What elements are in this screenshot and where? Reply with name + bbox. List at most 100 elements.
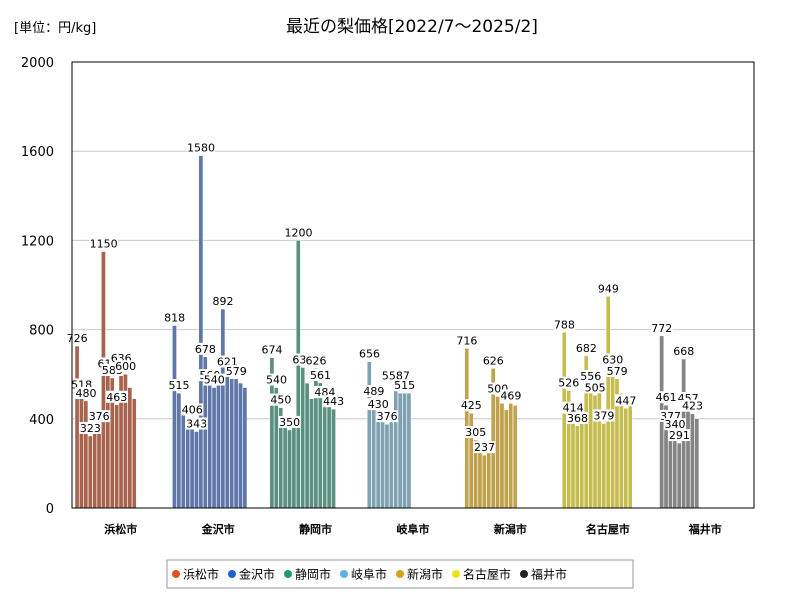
data-label-bg	[75, 386, 97, 399]
bar	[127, 387, 133, 509]
data-label-bg	[584, 381, 607, 394]
data-label: 626	[306, 354, 327, 367]
bar	[181, 411, 186, 509]
plot-frame	[71, 61, 755, 509]
bar	[220, 308, 226, 509]
legend-marker	[396, 570, 404, 578]
bar	[194, 431, 199, 509]
unit-label: [単位：円/kg]	[14, 20, 96, 36]
data-label: 450	[270, 394, 291, 407]
bars	[74, 155, 700, 509]
legend-label: 新潟市	[407, 567, 443, 582]
y-tick-label: 2000	[21, 56, 54, 71]
bar	[207, 382, 212, 509]
bar	[131, 398, 137, 509]
bar	[211, 387, 217, 509]
data-label-bg	[672, 345, 695, 358]
data-label-bg	[194, 342, 217, 355]
bar	[610, 367, 615, 509]
bar	[690, 413, 695, 509]
data-label: 630	[602, 354, 623, 367]
data-label-bg	[460, 399, 483, 412]
data-label: 423	[682, 400, 703, 413]
data-label: 376	[89, 410, 110, 423]
data-label-bg	[278, 415, 301, 428]
data-labels: 7265184803233761150612583463636600818515…	[66, 141, 704, 454]
data-label: 556	[580, 370, 601, 383]
bar	[229, 378, 234, 509]
bar	[172, 325, 177, 509]
bar	[309, 398, 314, 509]
bar	[384, 423, 390, 509]
bar	[588, 383, 593, 509]
data-label: 656	[359, 348, 380, 361]
legend-marker	[228, 570, 236, 578]
y-tick-label: 0	[46, 502, 54, 517]
data-label: 443	[323, 395, 344, 408]
data-label: 892	[213, 295, 234, 308]
data-label-bg	[265, 373, 288, 386]
bar	[118, 365, 124, 509]
bar	[114, 404, 119, 509]
data-label-bg	[593, 409, 615, 422]
legend-marker	[340, 570, 348, 578]
legend-label: 金沢市	[239, 567, 275, 582]
data-label: 668	[673, 345, 694, 358]
y-tick-label: 1600	[21, 145, 54, 160]
data-label-bg	[664, 418, 686, 431]
legend-label: 岐阜市	[351, 567, 387, 582]
data-label: 579	[226, 365, 247, 378]
bar	[318, 382, 323, 509]
bar	[375, 411, 381, 509]
bar	[331, 409, 336, 509]
bar	[575, 425, 580, 509]
data-label-bg	[261, 343, 283, 356]
bar	[597, 385, 602, 509]
bar	[508, 403, 514, 509]
bar	[87, 435, 93, 509]
data-label-bg	[163, 311, 186, 324]
data-label: 1200	[284, 226, 312, 239]
data-label: 461	[656, 391, 677, 404]
data-label: 237	[474, 441, 495, 454]
data-label: 447	[615, 394, 636, 407]
data-label-bg	[168, 379, 190, 392]
bar	[367, 361, 372, 509]
data-label: 674	[262, 344, 283, 357]
data-label-bg	[105, 390, 128, 403]
bar	[406, 392, 412, 509]
y-tick-label: 1200	[21, 234, 54, 249]
data-label: 1580	[187, 142, 215, 155]
bar	[225, 369, 230, 509]
bar	[322, 399, 327, 509]
bar	[83, 400, 89, 509]
bar	[685, 405, 691, 509]
data-label-bg	[225, 364, 248, 377]
category-label: 岐阜市	[397, 522, 430, 536]
data-label: 818	[164, 312, 185, 325]
data-label-bg	[456, 334, 478, 347]
data-label: 469	[500, 389, 521, 402]
data-label: 340	[664, 418, 685, 431]
data-label: 323	[80, 422, 101, 435]
data-label-bg	[566, 411, 589, 424]
category-label: 名古屋市	[586, 522, 630, 536]
data-label-bg	[367, 398, 390, 411]
data-label-bg	[606, 364, 629, 377]
data-label: 678	[195, 343, 216, 356]
data-label: 1150	[90, 238, 118, 251]
data-label: 949	[598, 282, 619, 295]
legend-label: 名古屋市	[463, 567, 511, 582]
bar	[561, 332, 567, 509]
bar	[672, 431, 678, 509]
bar	[242, 387, 248, 509]
data-label: 540	[266, 374, 287, 387]
data-label: 515	[169, 379, 190, 392]
data-label: 526	[558, 377, 579, 390]
bar	[296, 240, 301, 509]
data-label: 343	[186, 418, 207, 431]
category-label: 福井市	[688, 522, 722, 536]
data-label-bg	[309, 368, 332, 381]
bar	[282, 418, 288, 509]
y-tick-label: 800	[29, 324, 54, 339]
